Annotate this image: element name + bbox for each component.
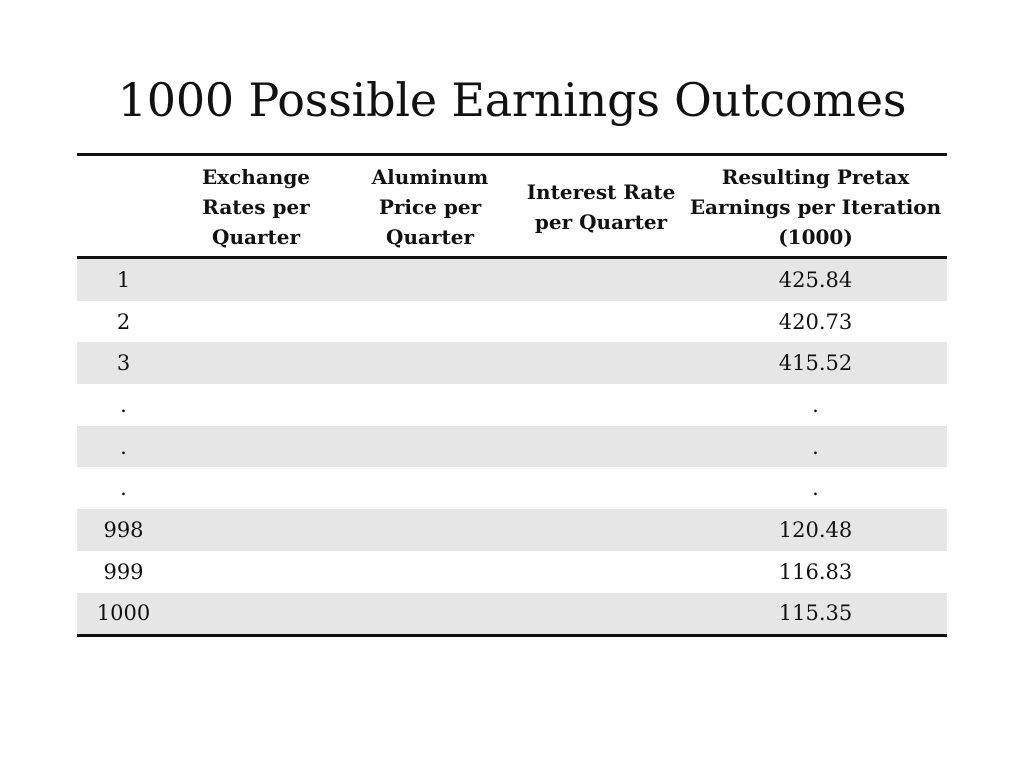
earnings-cell: 115.35 — [684, 592, 947, 636]
iteration-cell: 1 — [77, 257, 170, 301]
header-interest-rate: Interest Rate per Quarter — [526, 180, 676, 234]
earnings-cell: . — [684, 384, 947, 426]
aluminum-price-cell — [342, 342, 518, 385]
interest-rate-cell — [518, 257, 684, 301]
aluminum-price-cell — [342, 550, 518, 593]
earnings-outcomes-table: Exchange Rates per Quarter Aluminum Pric… — [77, 153, 947, 637]
table-row: 999 116.83 — [77, 550, 947, 593]
interest-rate-cell — [518, 384, 684, 426]
table-body: 1 425.84 2 420.73 3 415.52 . — [77, 257, 947, 636]
earnings-cell: 116.83 — [684, 550, 947, 593]
table-row: 3 415.52 — [77, 342, 947, 385]
interest-rate-cell — [518, 342, 684, 385]
header-exchange-rates: Exchange Rates per Quarter — [201, 165, 311, 249]
table-row: 2 420.73 — [77, 300, 947, 343]
earnings-cell: 420.73 — [684, 300, 947, 343]
exchange-rate-cell — [170, 300, 342, 343]
aluminum-price-cell — [342, 257, 518, 301]
table-row: . . — [77, 384, 947, 426]
slide-title: 1000 Possible Earnings Outcomes — [117, 73, 907, 127]
exchange-rate-cell — [170, 425, 342, 468]
aluminum-price-cell — [342, 384, 518, 426]
aluminum-price-cell — [342, 300, 518, 343]
header-pretax-earnings: Resulting Pretax Earnings per Iteration … — [689, 165, 942, 249]
earnings-cell: . — [684, 467, 947, 510]
header-row: Exchange Rates per Quarter Aluminum Pric… — [77, 154, 947, 258]
iteration-cell: 2 — [77, 300, 170, 343]
earnings-cell: 120.48 — [684, 509, 947, 551]
interest-rate-cell — [518, 550, 684, 593]
aluminum-price-cell — [342, 467, 518, 510]
aluminum-price-cell — [342, 425, 518, 468]
aluminum-price-cell — [342, 592, 518, 636]
iteration-cell: . — [77, 425, 170, 468]
exchange-rate-cell — [170, 384, 342, 426]
earnings-cell: 425.84 — [684, 257, 947, 301]
iteration-cell: 999 — [77, 550, 170, 593]
exchange-rate-cell — [170, 467, 342, 510]
earnings-cell: . — [684, 425, 947, 468]
earnings-cell: 415.52 — [684, 342, 947, 385]
exchange-rate-cell — [170, 509, 342, 551]
iteration-cell: 998 — [77, 509, 170, 551]
iteration-cell: . — [77, 384, 170, 426]
exchange-rate-cell — [170, 550, 342, 593]
interest-rate-cell — [518, 425, 684, 468]
table-row: . . — [77, 425, 947, 468]
aluminum-price-cell — [342, 509, 518, 551]
table-row: 998 120.48 — [77, 509, 947, 551]
interest-rate-cell — [518, 509, 684, 551]
table-row: 1000 115.35 — [77, 592, 947, 636]
table-header: Exchange Rates per Quarter Aluminum Pric… — [77, 154, 947, 258]
interest-rate-cell — [518, 467, 684, 510]
table-row: 1 425.84 — [77, 257, 947, 301]
iteration-cell: 3 — [77, 342, 170, 385]
iteration-cell: 1000 — [77, 592, 170, 636]
exchange-rate-cell — [170, 257, 342, 301]
exchange-rate-cell — [170, 342, 342, 385]
interest-rate-cell — [518, 300, 684, 343]
header-aluminum-price: Aluminum Price per Quarter — [371, 165, 489, 249]
exchange-rate-cell — [170, 592, 342, 636]
header-iteration — [77, 155, 170, 258]
table-row: . . — [77, 467, 947, 510]
iteration-cell: . — [77, 467, 170, 510]
interest-rate-cell — [518, 592, 684, 636]
